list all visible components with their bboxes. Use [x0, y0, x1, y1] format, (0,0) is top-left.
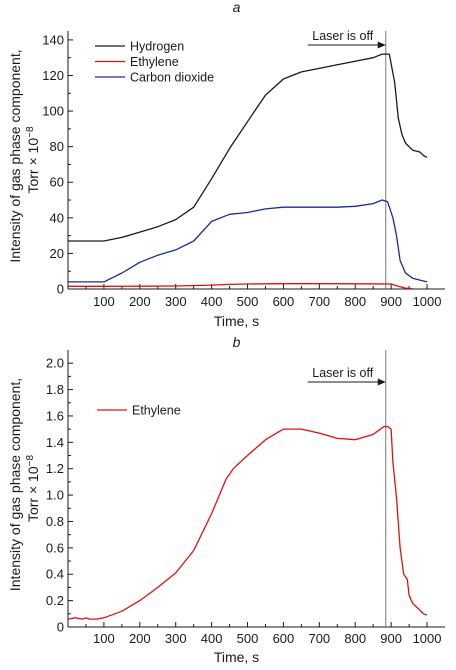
y-tick-label: 0.6 [46, 540, 64, 555]
x-tick-label: 400 [201, 294, 223, 309]
y-tick-label: 100 [42, 104, 64, 119]
x-tick-label: 800 [344, 294, 366, 309]
y-axis-unit: Torr × 10−8 [25, 126, 41, 193]
y-axis-unit-exponent: −8 [25, 455, 36, 467]
panel-label: a [233, 0, 241, 15]
x-tick-label: 200 [129, 631, 151, 646]
series-line-ethylene [68, 283, 413, 290]
x-tick-label: 1000 [413, 294, 442, 309]
laser-off-label: Laser is off [312, 29, 373, 43]
x-tick-label: 800 [344, 631, 366, 646]
x-tick-label: 900 [380, 294, 402, 309]
y-axis-title: Intensity of gas phase component, [7, 378, 23, 591]
y-axis-title: Intensity of gas phase component, [7, 49, 23, 262]
laser-off-label: Laser is off [312, 366, 373, 380]
x-tick-label: 100 [93, 294, 115, 309]
x-axis-title: Time, s [214, 649, 259, 665]
y-tick-label: 1.6 [46, 408, 64, 423]
x-tick-label: 1000 [413, 631, 442, 646]
series-line-hydrogen [68, 53, 428, 242]
x-tick-label: 700 [308, 294, 330, 309]
legend-label: Ethylene [132, 404, 181, 418]
y-axis-unit: Torr × 10−8 [25, 455, 41, 522]
series-line-carbon-dioxide [68, 199, 428, 283]
y-tick-label: 0.8 [46, 514, 64, 529]
laser-off-arrowhead [377, 378, 386, 386]
y-tick-label: 2.0 [46, 356, 64, 371]
y-tick-label: 20 [50, 246, 64, 261]
x-tick-label: 300 [165, 631, 187, 646]
chart-panel-b: b 100 200 300 400 500 600 700 800 900 1000 0 0.2 0.4 0… [7, 334, 445, 665]
x-tick-label: 400 [201, 631, 223, 646]
y-tick-label: 0.2 [46, 593, 64, 608]
x-tick-label: 100 [93, 631, 115, 646]
x-tick-label: 700 [308, 631, 330, 646]
y-tick-label: 80 [50, 139, 64, 154]
x-tick-label: 900 [380, 631, 402, 646]
y-axis-unit-exponent: −8 [25, 126, 36, 138]
x-tick-label: 300 [165, 294, 187, 309]
y-tick-label: 60 [50, 175, 64, 190]
legend-label: Ethylene [130, 55, 179, 69]
y-tick-label: 0 [57, 282, 64, 297]
y-tick-label: 1.0 [46, 488, 64, 503]
y-tick-label: 120 [42, 68, 64, 83]
y-tick-label: 0.4 [46, 567, 64, 582]
laser-off-arrowhead [377, 41, 386, 49]
x-tick-label: 500 [237, 294, 259, 309]
series-line-ethylene [67, 425, 428, 620]
y-tick-label: 40 [50, 210, 64, 225]
y-tick-label: 0 [57, 620, 64, 635]
legend-label: Carbon dioxide [130, 71, 214, 85]
x-tick-label: 200 [129, 294, 151, 309]
legend-label: Hydrogen [130, 40, 184, 54]
panel-label: b [233, 334, 241, 350]
x-tick-label: 500 [237, 631, 259, 646]
y-tick-label: 1.8 [46, 382, 64, 397]
x-axis-title: Time, s [214, 313, 259, 329]
y-tick-label: 1.4 [46, 435, 64, 450]
x-tick-label: 600 [273, 631, 295, 646]
y-tick-label: 1.2 [46, 461, 64, 476]
y-tick-label: 140 [42, 32, 64, 47]
x-tick-label: 600 [273, 294, 295, 309]
chart-panel-a: a 100 200 300 400 500 600 700 800 900 1000 0 20 40 60 8… [7, 0, 445, 329]
